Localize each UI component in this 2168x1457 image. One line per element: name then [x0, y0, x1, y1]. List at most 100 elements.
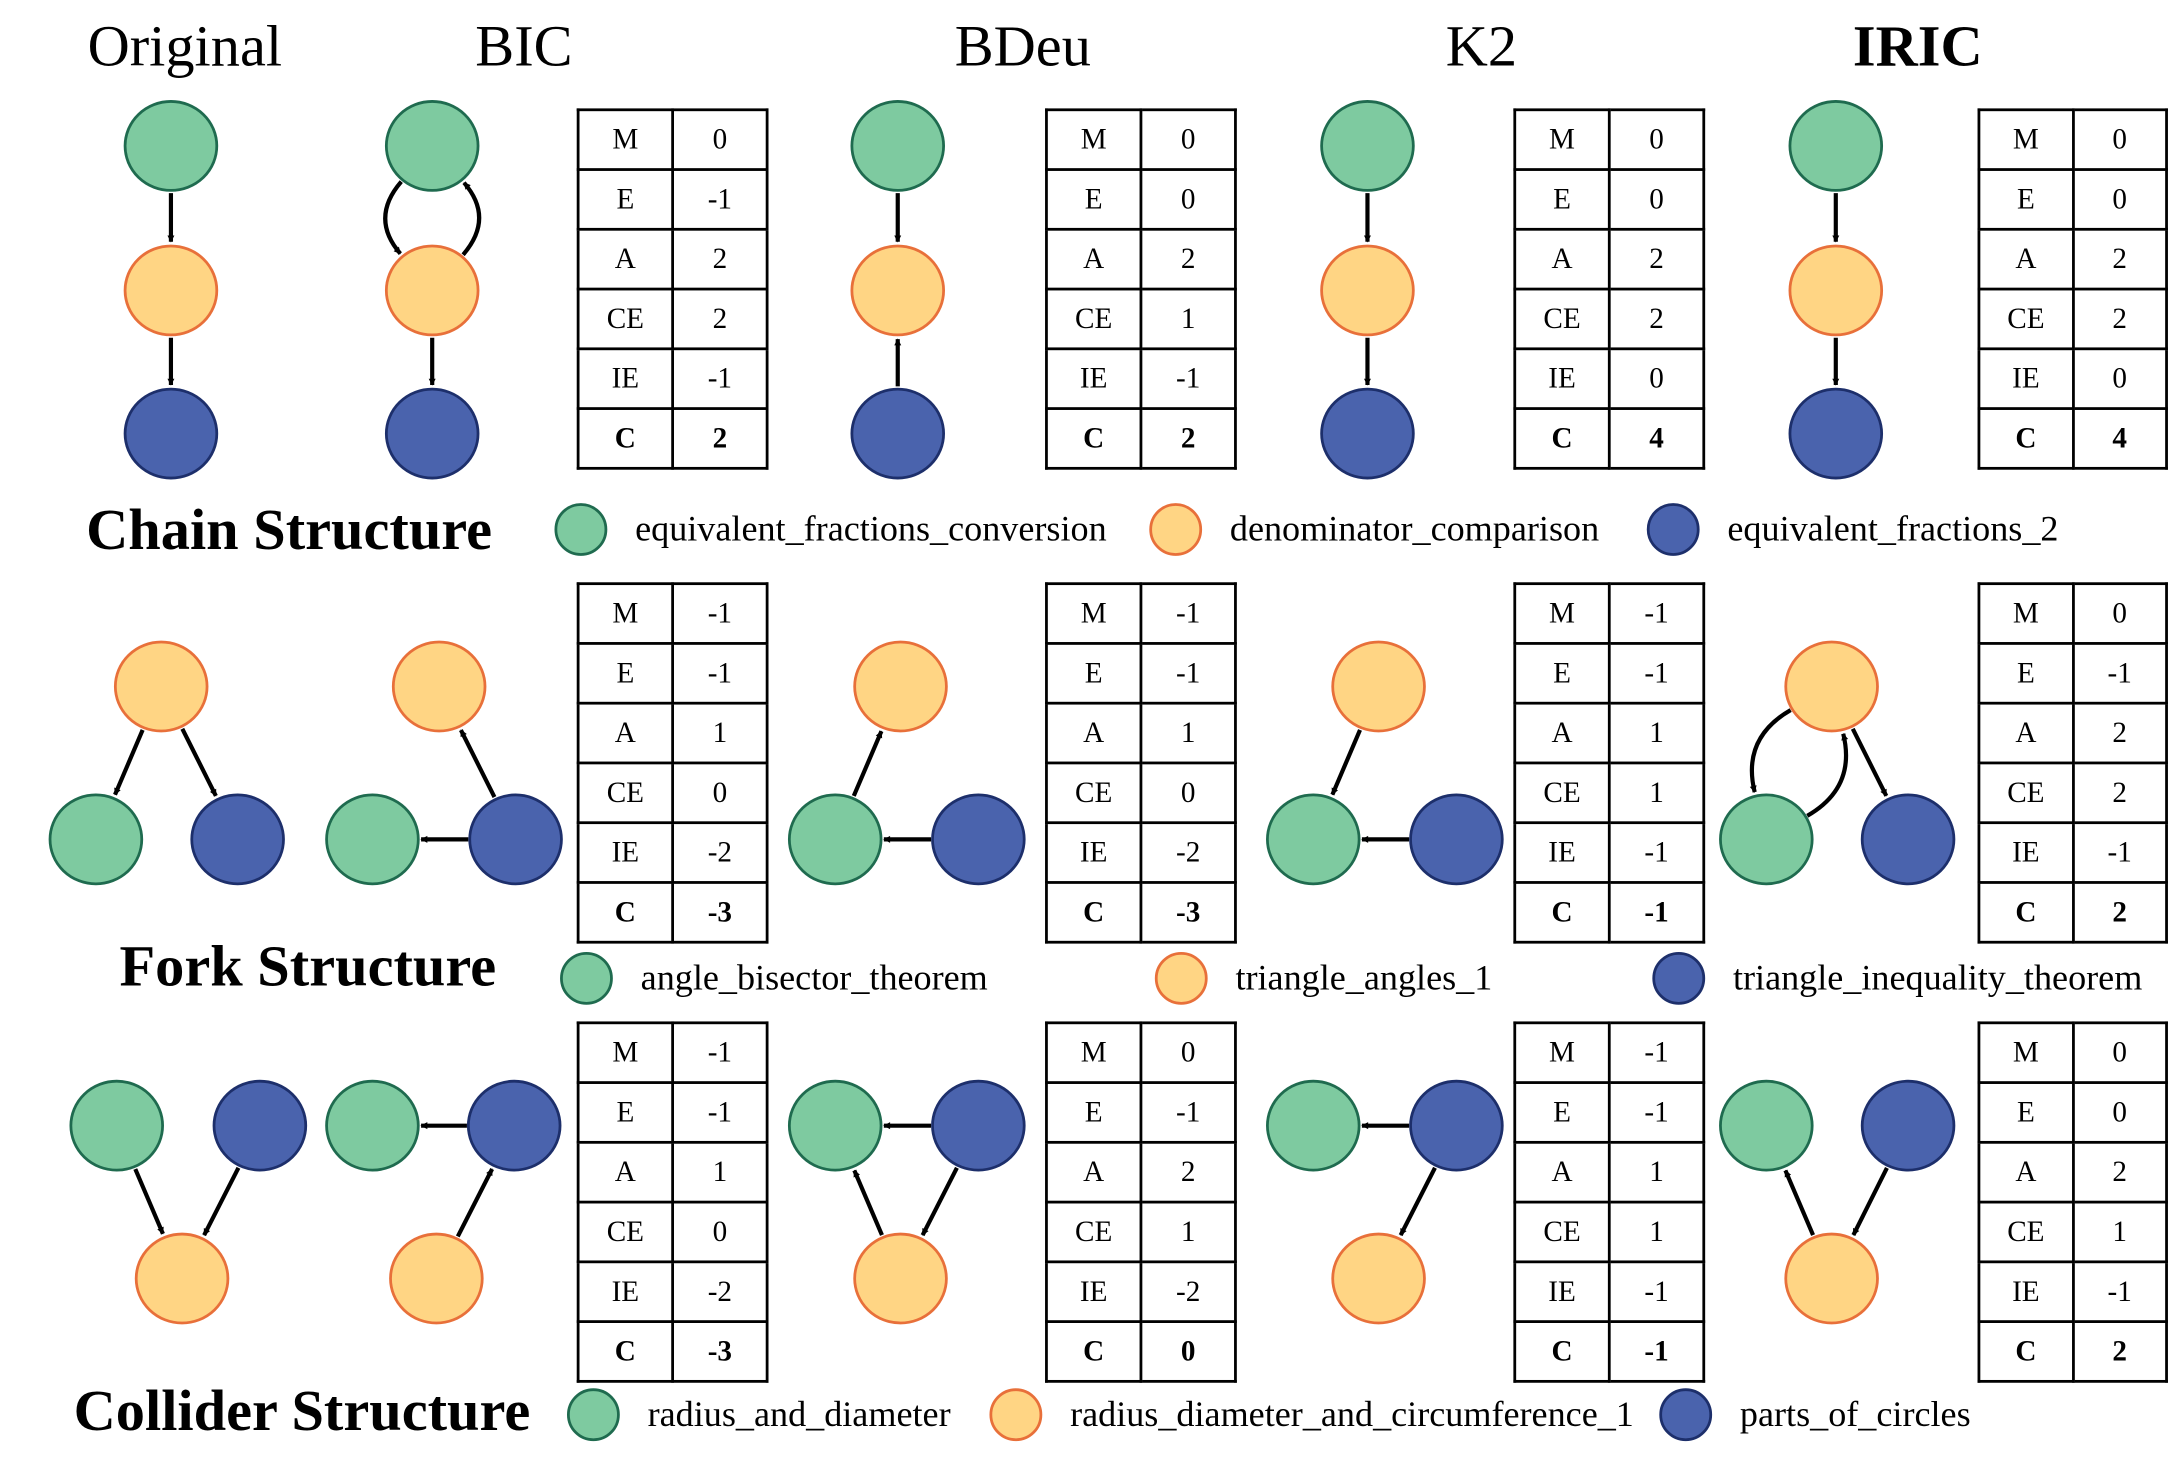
- legend-item: parts_of_circles: [1659, 1388, 1971, 1442]
- metric-row: E -1: [1045, 1081, 1237, 1144]
- metric-value: -1: [2071, 1260, 2168, 1323]
- metric-table-iric: M 0 E 0 A 2 CE 1 IE -1 C 2: [1977, 1021, 2168, 1383]
- metric-value: 1: [671, 1140, 769, 1204]
- metric-value: -1: [1139, 582, 1237, 645]
- metric-label: IE: [576, 347, 675, 410]
- metric-label: A: [576, 1140, 675, 1204]
- node-blue: [931, 1079, 1026, 1172]
- metric-value: -1: [2071, 821, 2168, 884]
- node-blue: [1860, 793, 1956, 886]
- node-green: [1788, 100, 1884, 192]
- metric-label: M: [1045, 1021, 1143, 1084]
- metric-row: CE 0: [576, 761, 769, 825]
- edge-arrow: [113, 729, 145, 796]
- edge-arrow: [202, 1166, 241, 1237]
- metric-value: 2: [671, 407, 769, 470]
- node-orange: [853, 1232, 948, 1325]
- metric-value: -2: [1139, 1260, 1237, 1323]
- metric-value: 1: [1139, 287, 1237, 351]
- metric-label: IE: [1977, 347, 2075, 410]
- section-title-chain: Chain Structure: [86, 498, 493, 563]
- metric-label: A: [1513, 227, 1611, 291]
- metric-value: -3: [671, 881, 769, 944]
- metric-row: M -1: [576, 582, 769, 645]
- metric-value: 1: [2071, 1200, 2168, 1264]
- graph-bic: [325, 1079, 562, 1325]
- edge-arrow: [459, 729, 497, 799]
- edge-arrow: [1398, 1166, 1437, 1237]
- metric-value: 0: [2071, 108, 2168, 171]
- metric-label: CE: [576, 761, 675, 825]
- metric-label: M: [576, 108, 675, 171]
- metric-value: 1: [1139, 701, 1237, 765]
- metric-label: CE: [576, 287, 675, 351]
- legend-label: radius_and_diameter: [647, 1393, 951, 1435]
- metric-label: E: [1513, 1081, 1611, 1144]
- legend-item: equivalent_fractions_2: [1646, 503, 2059, 556]
- node-green: [69, 1079, 164, 1172]
- metric-label: E: [1045, 168, 1143, 231]
- metric-label: M: [1513, 108, 1611, 171]
- metric-row: IE -1: [1977, 821, 2168, 884]
- metric-value: 2: [2071, 287, 2168, 351]
- metric-label: A: [1045, 227, 1143, 291]
- node-blue: [1320, 387, 1415, 480]
- metric-value: 2: [2071, 227, 2168, 291]
- metric-label: C: [1045, 881, 1143, 944]
- metric-row: M -1: [1513, 582, 1706, 645]
- metric-value: 0: [1139, 1021, 1237, 1084]
- metric-row: C -3: [1045, 881, 1237, 944]
- metric-value: -1: [1607, 821, 1706, 884]
- node-orange: [391, 640, 487, 733]
- legend-item: angle_bisector_theorem: [560, 951, 988, 1005]
- node-blue: [468, 793, 563, 886]
- metric-table-bdeu: M 0 E 0 A 2 CE 1 IE -1 C 2: [1045, 108, 1237, 470]
- metric-label: M: [1977, 1021, 2075, 1084]
- legend-swatch-orange: [989, 1388, 1043, 1442]
- metric-label: C: [1045, 407, 1143, 470]
- metric-value: 0: [671, 108, 769, 171]
- graph-k2: [1266, 1079, 1504, 1325]
- node-green: [1719, 793, 1814, 886]
- legend-swatch-green: [554, 503, 608, 556]
- node-blue: [850, 387, 945, 480]
- node-orange: [1331, 640, 1426, 733]
- metric-label: A: [1045, 1140, 1143, 1204]
- graph-bic: [383, 100, 482, 480]
- metric-row: IE -2: [1045, 821, 1237, 884]
- metric-value: 2: [2071, 701, 2168, 765]
- metric-value: -1: [1607, 1081, 1706, 1144]
- metric-label: IE: [1045, 821, 1143, 884]
- legend-item: denominator_comparison: [1149, 503, 1599, 556]
- metric-label: IE: [1045, 1260, 1143, 1323]
- graph-bdeu: [850, 100, 945, 480]
- metric-value: 1: [1607, 1200, 1706, 1264]
- metric-value: 1: [1607, 761, 1706, 825]
- metric-label: CE: [1513, 1200, 1611, 1264]
- node-orange: [1784, 640, 1879, 733]
- metric-label: M: [1045, 582, 1143, 645]
- metric-value: 0: [1139, 108, 1237, 171]
- metric-value: -1: [1607, 1320, 1706, 1383]
- metric-label: C: [1513, 881, 1611, 944]
- node-blue: [1409, 793, 1504, 886]
- metric-row: CE 1: [1513, 761, 1706, 825]
- metric-table-k2: M -1 E -1 A 1 CE 1 IE -1 C -1: [1513, 582, 1706, 944]
- edge-arrow: [1850, 727, 1889, 797]
- metric-label: M: [576, 1021, 675, 1084]
- metric-value: 0: [1139, 1320, 1237, 1383]
- metric-row: IE 0: [1513, 347, 1706, 410]
- metric-value: 2: [2071, 1320, 2168, 1383]
- legend-swatch-blue: [1652, 951, 1706, 1005]
- metric-value: 0: [671, 1200, 769, 1264]
- metric-row: CE 0: [1045, 761, 1237, 825]
- section-title-collider: Collider Structure: [73, 1379, 531, 1444]
